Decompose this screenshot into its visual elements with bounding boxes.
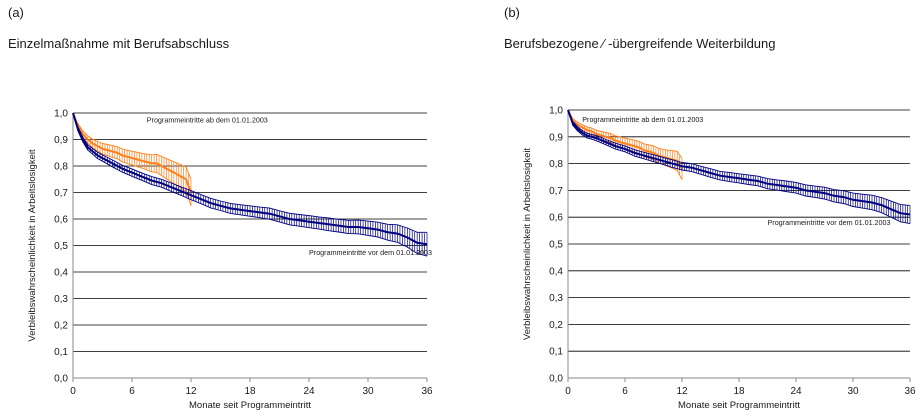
- y-tick-label: 0,2: [549, 320, 563, 331]
- x-tick-label: 30: [847, 386, 859, 397]
- y-tick-label: 0,3: [54, 294, 68, 305]
- annotation-label: Programmeintritte ab dem 01.01.2003: [147, 115, 268, 124]
- ci-lower-line: [567, 109, 911, 225]
- y-tick-label: 0,4: [54, 268, 68, 279]
- x-tick-label: 36: [421, 386, 433, 397]
- x-tick-label: 24: [303, 386, 315, 397]
- y-tick-label: 0,9: [549, 132, 563, 143]
- y-tick-label: 0,0: [54, 374, 68, 385]
- x-axis-label: Monate seit Programmeintritt: [678, 400, 800, 411]
- annotation-label: Programmeintritte ab dem 01.01.2003: [582, 115, 703, 124]
- x-tick-label: 12: [185, 386, 197, 397]
- series-line: [72, 112, 428, 246]
- y-tick-label: 0,0: [549, 374, 563, 385]
- y-axis-label: Verbleibswahrscheinlichkeit in Arbeitslo…: [522, 148, 533, 341]
- panel-label: (b): [504, 5, 520, 20]
- y-tick-label: 0,8: [54, 162, 68, 173]
- series-line: [567, 109, 683, 170]
- panel-title: Einzelmaßnahme mit Berufsabschluss: [8, 36, 230, 51]
- survival-chart-b: 0,0 0,1 0,2 0,3 0,4 0,5 0,6 0,7 0,8 0,9 1,0 0 6 12 18 2…: [522, 106, 916, 412]
- panel-title: Berufsbezogene ⁄ -übergreifende Weiterbi…: [504, 36, 776, 51]
- ci-upper-line: [567, 109, 911, 206]
- panel-b: (b) Berufsbezogene ⁄ -übergreifende Weit…: [462, 0, 923, 419]
- y-tick-label: 1,0: [54, 109, 68, 120]
- y-tick-label: 0,7: [549, 186, 563, 197]
- x-tick-label: 24: [790, 386, 802, 397]
- y-tick-label: 0,5: [54, 241, 68, 252]
- y-tick-label: 0,8: [549, 159, 563, 170]
- y-tick-label: 0,3: [549, 293, 563, 304]
- panel-a: (a) Einzelmaßnahme mit Berufsabschluss 0…: [0, 0, 461, 419]
- y-tick-label: 1,0: [549, 106, 563, 117]
- survival-chart-a: 0,0 0,1 0,2 0,3 0,4 0,5 0,6 0,7 0,8 0,9 1,0 0 6 12 18 2…: [27, 109, 433, 412]
- y-tick-label: 0,9: [54, 135, 68, 146]
- y-tick-label: 0,1: [54, 347, 68, 358]
- annotation-label: Programmeintritte vor dem 01.01.2003: [309, 248, 432, 257]
- x-tick-label: 36: [904, 386, 916, 397]
- series-after: [72, 112, 192, 206]
- y-tick-label: 0,5: [549, 240, 563, 251]
- x-tick-label: 6: [129, 386, 135, 397]
- x-tick-label: 0: [565, 386, 571, 397]
- series-before: [72, 112, 428, 257]
- x-axis-label: Monate seit Programmeintritt: [189, 400, 311, 411]
- series-line: [72, 112, 192, 193]
- y-tick-label: 0,6: [549, 213, 563, 224]
- ci-lower-line: [72, 112, 428, 257]
- y-axis-label: Verbleibswahrscheinlichkeit in Arbeitslo…: [27, 149, 38, 342]
- annotation-label: Programmeintritte vor dem 01.01.2003: [768, 218, 891, 227]
- y-tick-label: 0,7: [54, 188, 68, 199]
- x-tick-label: 18: [244, 386, 256, 397]
- x-tick-label: 0: [70, 386, 76, 397]
- x-tick-label: 18: [733, 386, 745, 397]
- series-line: [567, 109, 911, 216]
- y-tick-label: 0,2: [54, 321, 68, 332]
- y-tick-label: 0,1: [549, 347, 563, 358]
- x-tick-label: 12: [676, 386, 688, 397]
- series-before: [567, 109, 911, 225]
- x-tick-label: 6: [622, 386, 628, 397]
- y-tick-label: 0,4: [549, 266, 563, 277]
- panel-label: (a): [8, 5, 24, 20]
- y-tick-label: 0,6: [54, 215, 68, 226]
- x-tick-label: 30: [362, 386, 374, 397]
